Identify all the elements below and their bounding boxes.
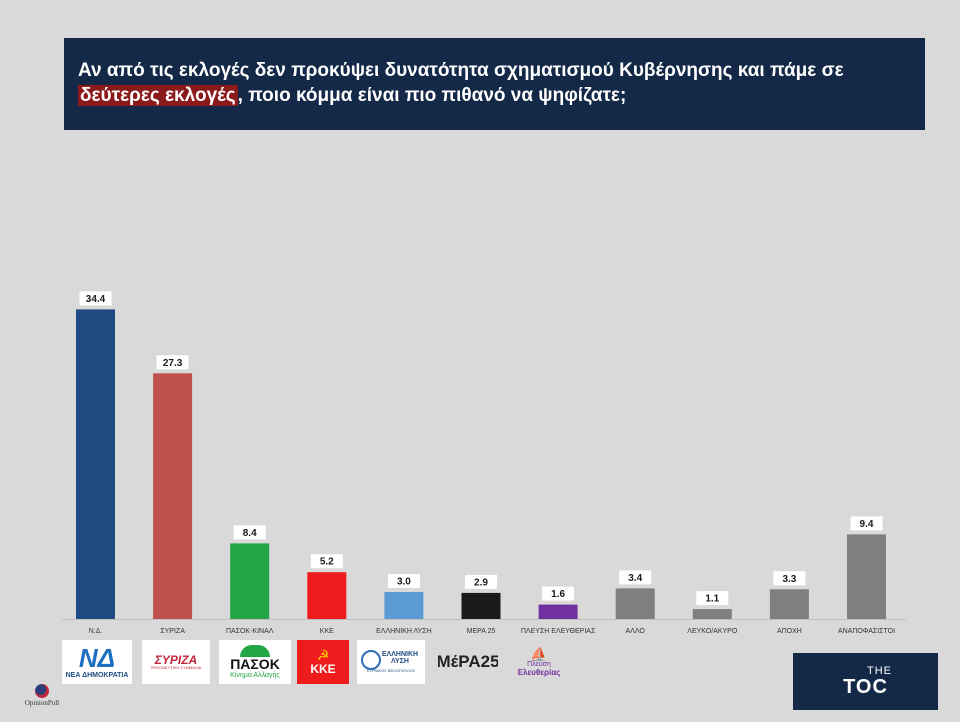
category-label: ΑΠΟΧΗ [777, 628, 802, 635]
data-label: 27.3 [163, 358, 183, 369]
thetoc-logo: THE TOC [793, 653, 938, 710]
data-label-box [696, 591, 729, 606]
sails-icon: ⛵ [530, 645, 548, 662]
elliniki-lysi-logo: ΕΛΛΗΝΙΚΗ ΛΥΣΗ ΚΥΡΙΑΚΟΣ ΒΕΛΟΠΟΥΛΟΣ [357, 640, 425, 684]
data-label: 5.2 [320, 557, 334, 568]
data-label: 9.4 [860, 519, 874, 530]
category-label: ΑΝΑΠΟΦΑΣΙΣΤΟΙ [838, 628, 895, 635]
data-label: 3.3 [782, 574, 796, 585]
kke-logo: ☭ ΚΚΕ [297, 640, 349, 684]
syriza-logo-text: ΠΡΟΟΔΕΥΤΙΚΗ ΣΥΜΜΑΧΙΑ [150, 665, 202, 671]
syriza-logo-mark: ΣΥΡΙΖΑ [154, 652, 198, 667]
data-label-box [773, 571, 806, 586]
bar [307, 572, 347, 619]
pasok-logo: ΠΑΣΟΚ Κίνημα Αλλαγής [219, 640, 291, 684]
hammer-sickle-icon: ☭ [316, 647, 330, 664]
opinionpoll-icon [35, 684, 49, 698]
title-part2: , ποιο κόμμα είναι πιο πιθανό να ψηφίζατ… [237, 85, 627, 106]
chart-title: Αν από τις εκλογές δεν προκύψει δυνατότη… [64, 38, 925, 130]
elliniki-lysi-line2: ΛΥΣΗ [391, 658, 409, 666]
opinionpoll-text: OpinionPoll [24, 699, 60, 707]
plefsi-logo: ⛵ Πλεύση Ελευθερίας [508, 640, 570, 684]
data-label: 1.6 [551, 589, 565, 600]
data-label: 3.4 [628, 573, 642, 584]
plefsi-line2: Ελευθερίας [517, 667, 561, 677]
data-label: 34.4 [86, 294, 106, 305]
thetoc-line1: THE [867, 665, 892, 677]
data-label-box [465, 574, 497, 589]
data-label-box [619, 570, 652, 585]
category-label: ΠΛΕΥΣΗ ΕΛΕΥΘΕΡΙΑΣ [521, 628, 596, 635]
mera25-logo-mark: ΜέΡΑ25 [438, 652, 498, 672]
elliniki-lysi-text: ΚΥΡΙΑΚΟΣ ΒΕΛΟΠΟΥΛΟΣ [366, 667, 416, 673]
data-label-box [233, 525, 266, 540]
data-label: 1.1 [705, 594, 719, 605]
data-label-box [156, 355, 189, 370]
bar [461, 592, 501, 619]
category-label: ΛΕΥΚΟ/ΑΚΥΡΟ [687, 628, 738, 635]
syriza-logo: ΣΥΡΙΖΑ ΠΡΟΟΔΕΥΤΙΚΗ ΣΥΜΜΑΧΙΑ [142, 640, 210, 684]
category-label: ΜΕΡΑ 25 [467, 628, 496, 635]
bar [384, 592, 424, 619]
bar [615, 588, 655, 619]
category-label: ΣΥΡΙΖΑ [160, 628, 185, 635]
title-highlight: δεύτερες εκλογές [78, 85, 238, 106]
bar [692, 609, 732, 619]
data-label: 2.9 [474, 577, 488, 588]
opinionpoll-logo: OpinionPoll [22, 684, 62, 707]
plefsi-line1: Πλεύση [527, 661, 551, 669]
nd-logo-mark: ΝΔ [78, 642, 116, 673]
bar [230, 543, 270, 619]
bar [769, 589, 809, 619]
category-label: ΕΛΛΗΝΙΚΗ ΛΥΣΗ [376, 628, 432, 635]
category-label: ΚΚΕ [320, 628, 334, 635]
pasok-logo-mark: ΠΑΣΟΚ [230, 655, 280, 672]
data-label-box [542, 586, 575, 601]
kke-logo-mark: ΚΚΕ [310, 662, 336, 677]
title-part1: Αν από τις εκλογές δεν προκύψει δυνατότη… [78, 60, 844, 81]
data-label-box [79, 291, 112, 306]
category-label: ΠΑΣΟΚ-ΚΙΝΑΛ [226, 628, 274, 635]
bar [76, 309, 115, 619]
nd-logo: ΝΔ ΝΕΑ ΔΗΜΟΚΡΑΤΙΑ [62, 640, 132, 684]
data-label: 8.4 [243, 528, 257, 539]
data-label-box [387, 574, 420, 588]
bar [847, 534, 886, 619]
pasok-sun-icon [240, 644, 270, 657]
bar [538, 604, 578, 619]
mera25-logo: ΜέΡΑ25 [438, 640, 498, 684]
thetoc-line2: TOC [843, 676, 888, 698]
elliniki-lysi-line1: ΕΛΛΗΝΙΚΗ [381, 651, 419, 659]
data-label-box [310, 554, 343, 569]
data-label: 3.0 [397, 577, 411, 588]
nd-logo-text: ΝΕΑ ΔΗΜΟΚΡΑΤΙΑ [65, 671, 129, 679]
category-label: ΑΛΛΟ [626, 628, 646, 635]
pasok-logo-text: Κίνημα Αλλαγής [230, 671, 280, 679]
category-label: Ν.Δ. [89, 628, 103, 635]
elliniki-lysi-emblem-icon [361, 650, 381, 670]
data-label-box [850, 516, 883, 531]
bar [153, 373, 193, 619]
